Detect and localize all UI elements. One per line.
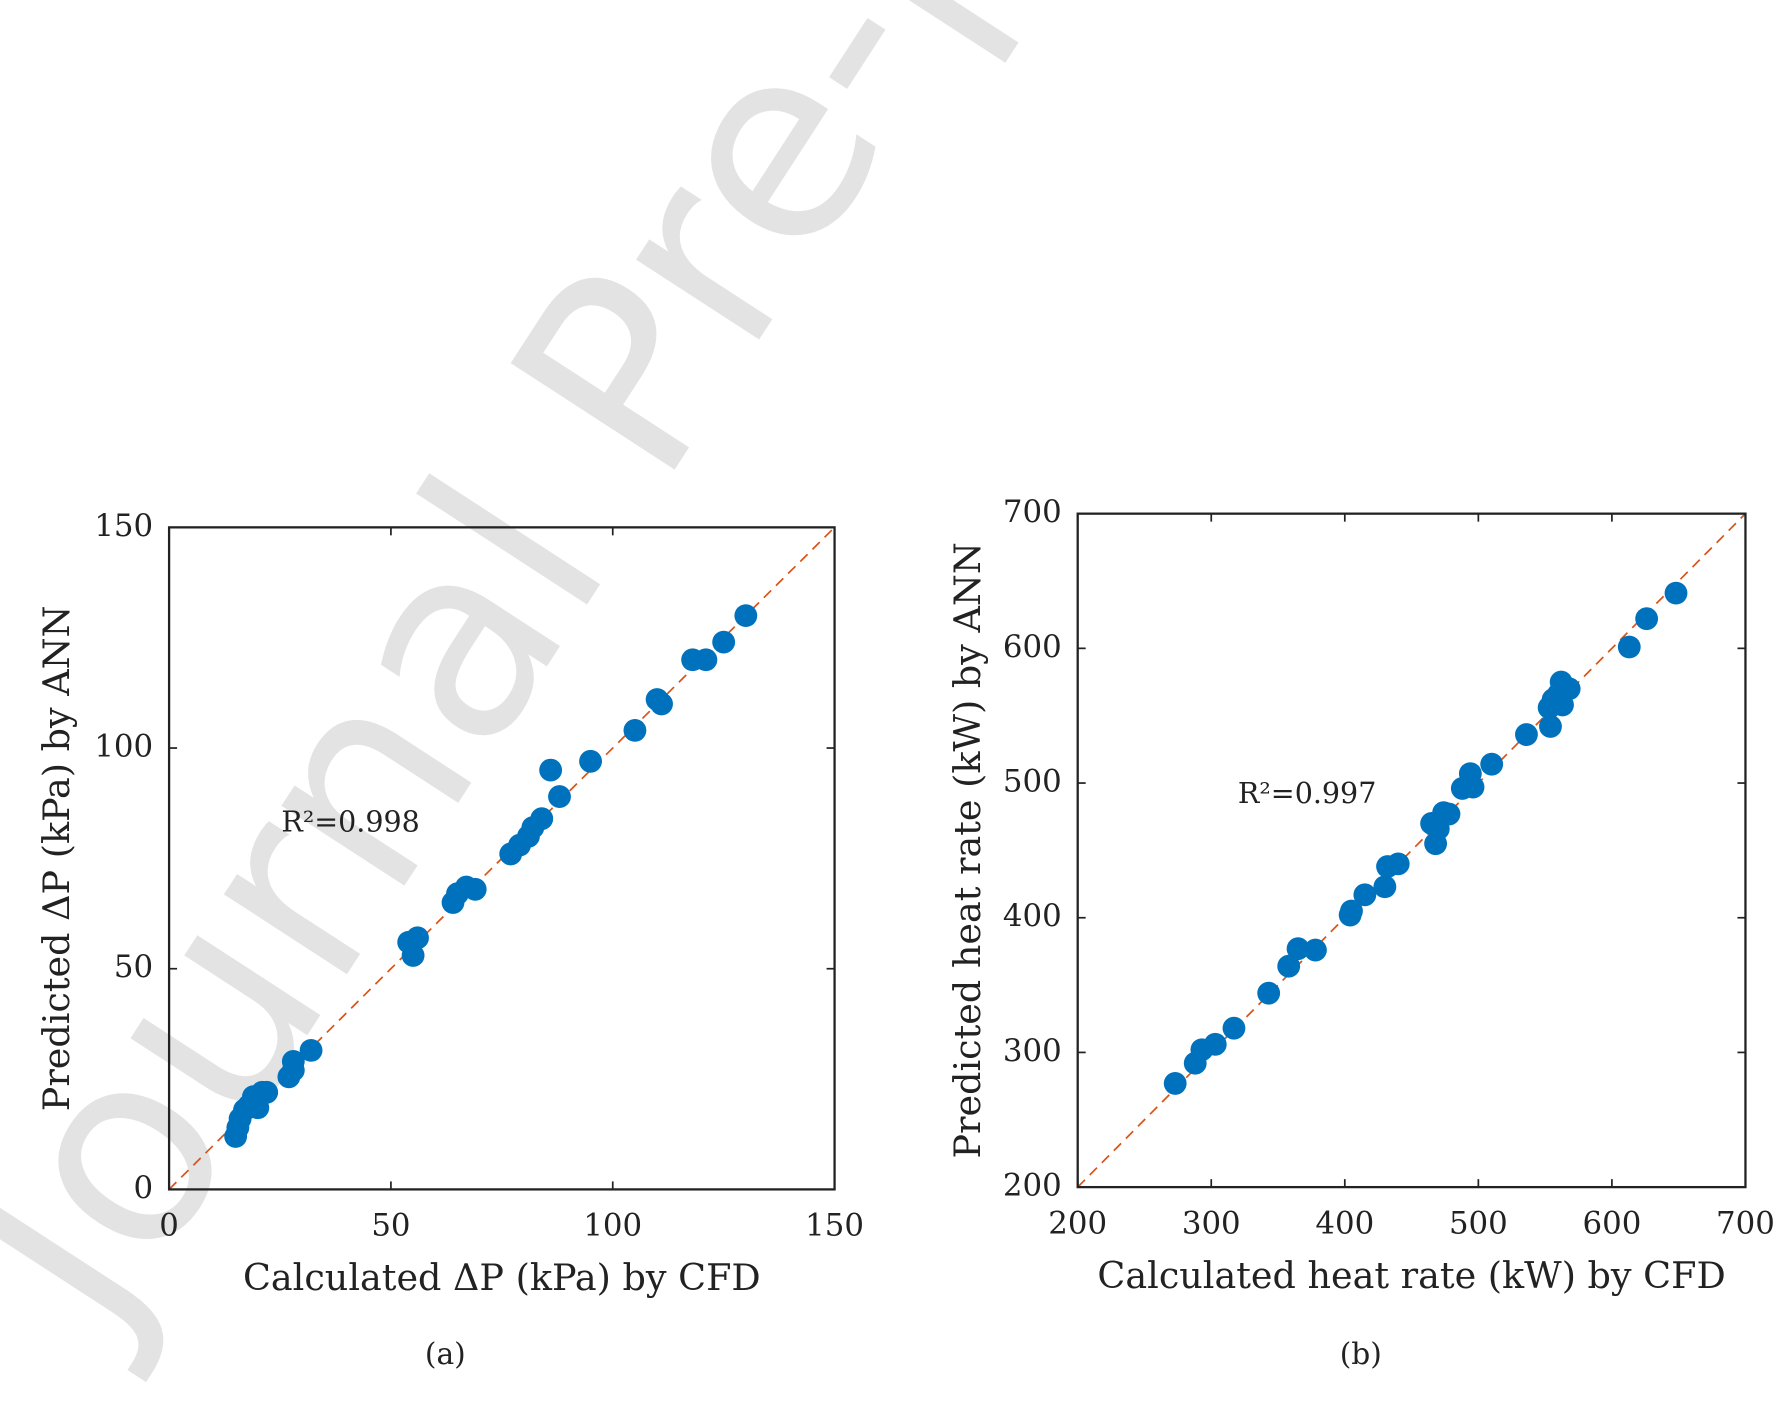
- x-tick-label: 150: [805, 1208, 864, 1244]
- plot-frame: [167, 526, 836, 1191]
- y-tick-label: 200: [1003, 1168, 1062, 1204]
- y-tick-label: 150: [94, 508, 153, 544]
- panel: 0 50 100 150 0 50 100 150 R²=0.998 Calculated ΔP …: [35, 508, 864, 1371]
- data-point: [1257, 981, 1281, 1005]
- data-point: [1437, 802, 1461, 826]
- data-point: [463, 877, 487, 901]
- y-tick-label: 400: [1003, 898, 1062, 934]
- y-axis-label: Predicted ΔP (kPa) by ANN: [35, 605, 78, 1111]
- x-tick-label: 200: [1048, 1205, 1107, 1241]
- data-point: [1286, 937, 1310, 961]
- diagonal-line: [1077, 513, 1747, 1188]
- caption: (a): [425, 1336, 466, 1371]
- data-point: [1515, 723, 1538, 746]
- data-point: [1373, 875, 1397, 899]
- y-tick-label: 300: [1003, 1033, 1062, 1069]
- y-tick-label: 500: [1003, 764, 1062, 800]
- data-point: [1163, 1071, 1187, 1095]
- x-axis-label: Calculated heat rate (kW) by CFD: [1097, 1254, 1725, 1297]
- data-point: [1557, 677, 1581, 701]
- data-point: [1480, 752, 1504, 776]
- data-point: [530, 807, 554, 831]
- x-tick-label: 100: [583, 1208, 642, 1244]
- data-point: [1386, 852, 1410, 876]
- x-tick-label: 600: [1583, 1205, 1642, 1241]
- x-tick-label: 700: [1716, 1205, 1775, 1241]
- data-point: [712, 630, 736, 654]
- watermark: Journal Pre-proof: [0, 0, 1382, 1390]
- data-point: [734, 604, 758, 628]
- y-tick-label: 50: [114, 949, 153, 985]
- data-point: [406, 926, 429, 950]
- x-tick-label: 500: [1449, 1205, 1508, 1241]
- data-point: [650, 692, 673, 716]
- data-point: [1340, 899, 1363, 923]
- data-point: [579, 749, 602, 773]
- x-tick-label: 300: [1182, 1205, 1241, 1241]
- data-point: [299, 1038, 323, 1062]
- y-tick-label: 600: [1003, 629, 1062, 665]
- data-point: [539, 758, 563, 782]
- x-tick-label: 400: [1315, 1205, 1374, 1241]
- y-tick-label: 700: [1003, 494, 1062, 530]
- data-point: [281, 1049, 305, 1073]
- plot-frame: [1076, 512, 1747, 1189]
- data-point: [1461, 775, 1485, 799]
- data-point: [1277, 954, 1301, 978]
- data-point: [1539, 715, 1562, 738]
- data-point: [1353, 883, 1377, 907]
- data-point: [1664, 581, 1688, 605]
- annotation: R²=0.998: [281, 806, 419, 839]
- data-point: [1635, 607, 1659, 631]
- data-point: [401, 944, 425, 967]
- annotation: R²=0.997: [1238, 777, 1376, 810]
- data-point: [548, 785, 571, 809]
- data-point: [1617, 635, 1641, 659]
- y-tick-label: 100: [94, 729, 153, 765]
- x-tick-label: 50: [371, 1208, 410, 1244]
- data-point: [694, 648, 718, 672]
- x-axis-label: Calculated ΔP (kPa) by CFD: [243, 1256, 761, 1299]
- data-point: [1304, 938, 1327, 962]
- y-axis-label: Predicted heat rate (kW) by ANN: [946, 542, 989, 1158]
- data-point: [623, 718, 647, 742]
- data-point: [1203, 1032, 1227, 1056]
- panel: 200 300 400 500 600 700 200 300 400 500 600 700 R²=0…: [946, 494, 1775, 1371]
- caption: (b): [1340, 1336, 1382, 1371]
- data-point: [255, 1080, 279, 1104]
- data-point: [1222, 1016, 1246, 1040]
- y-tick-label: 0: [134, 1170, 154, 1206]
- x-tick-label: 0: [159, 1208, 179, 1244]
